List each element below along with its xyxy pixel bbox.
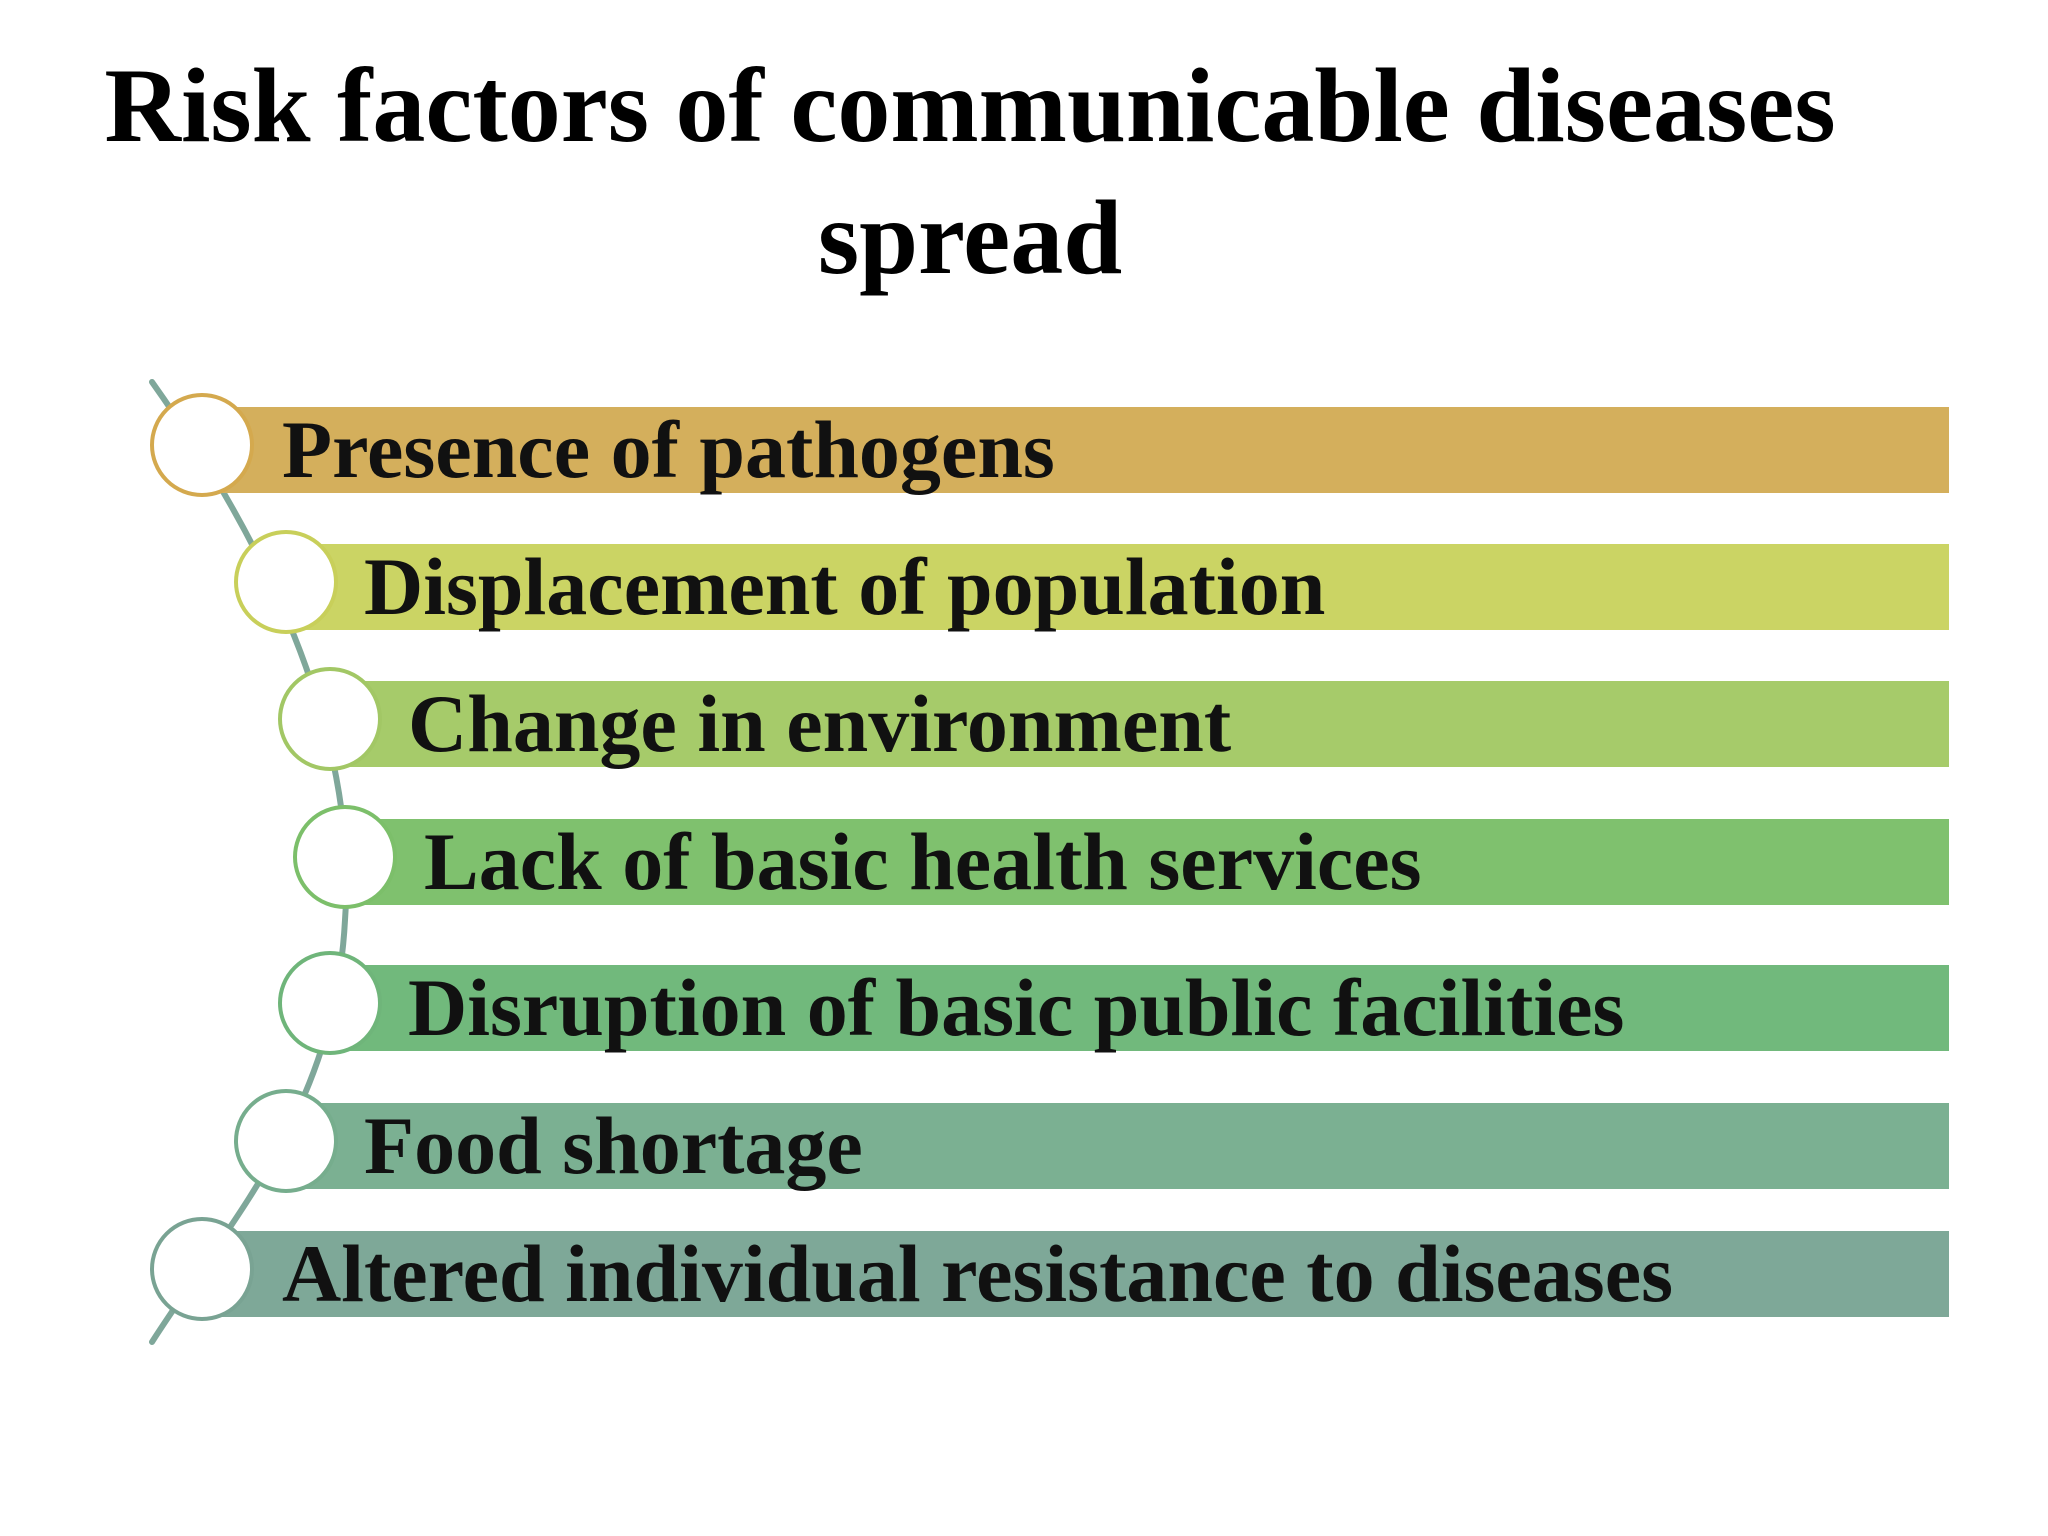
factor-bar-7 — [220, 1231, 1949, 1317]
factor-node-4 — [293, 805, 397, 909]
factor-label-2: Displacement of population — [364, 541, 1326, 632]
factor-label-7: Altered individual resistance to disease… — [282, 1228, 1673, 1319]
factor-node-1 — [150, 393, 254, 497]
factor-node-6 — [234, 1089, 338, 1193]
factor-node-5 — [278, 951, 382, 1055]
factor-label-1: Presence of pathogens — [282, 404, 1055, 495]
factor-bar-2 — [300, 544, 1949, 630]
factor-bar-4 — [360, 819, 1949, 905]
slide-title-line-2: spread — [817, 179, 1123, 296]
factor-node-2 — [234, 530, 338, 634]
factor-bar-1 — [220, 407, 1949, 493]
factor-label-5: Disruption of basic public facilities — [408, 962, 1625, 1053]
factor-bar-5 — [345, 965, 1949, 1051]
factor-bar-3 — [345, 681, 1949, 767]
factor-node-7 — [150, 1217, 254, 1321]
factor-label-3: Change in environment — [408, 678, 1232, 769]
factor-label-6: Food shortage — [364, 1100, 863, 1191]
slide-title-line-1: Risk factors of communicable diseases — [104, 47, 1836, 164]
factor-bar-6 — [300, 1103, 1949, 1189]
slide-title: Risk factors of communicable diseases sp… — [0, 40, 1940, 304]
factor-label-4: Lack of basic health services — [424, 816, 1422, 907]
factor-node-3 — [278, 667, 382, 771]
